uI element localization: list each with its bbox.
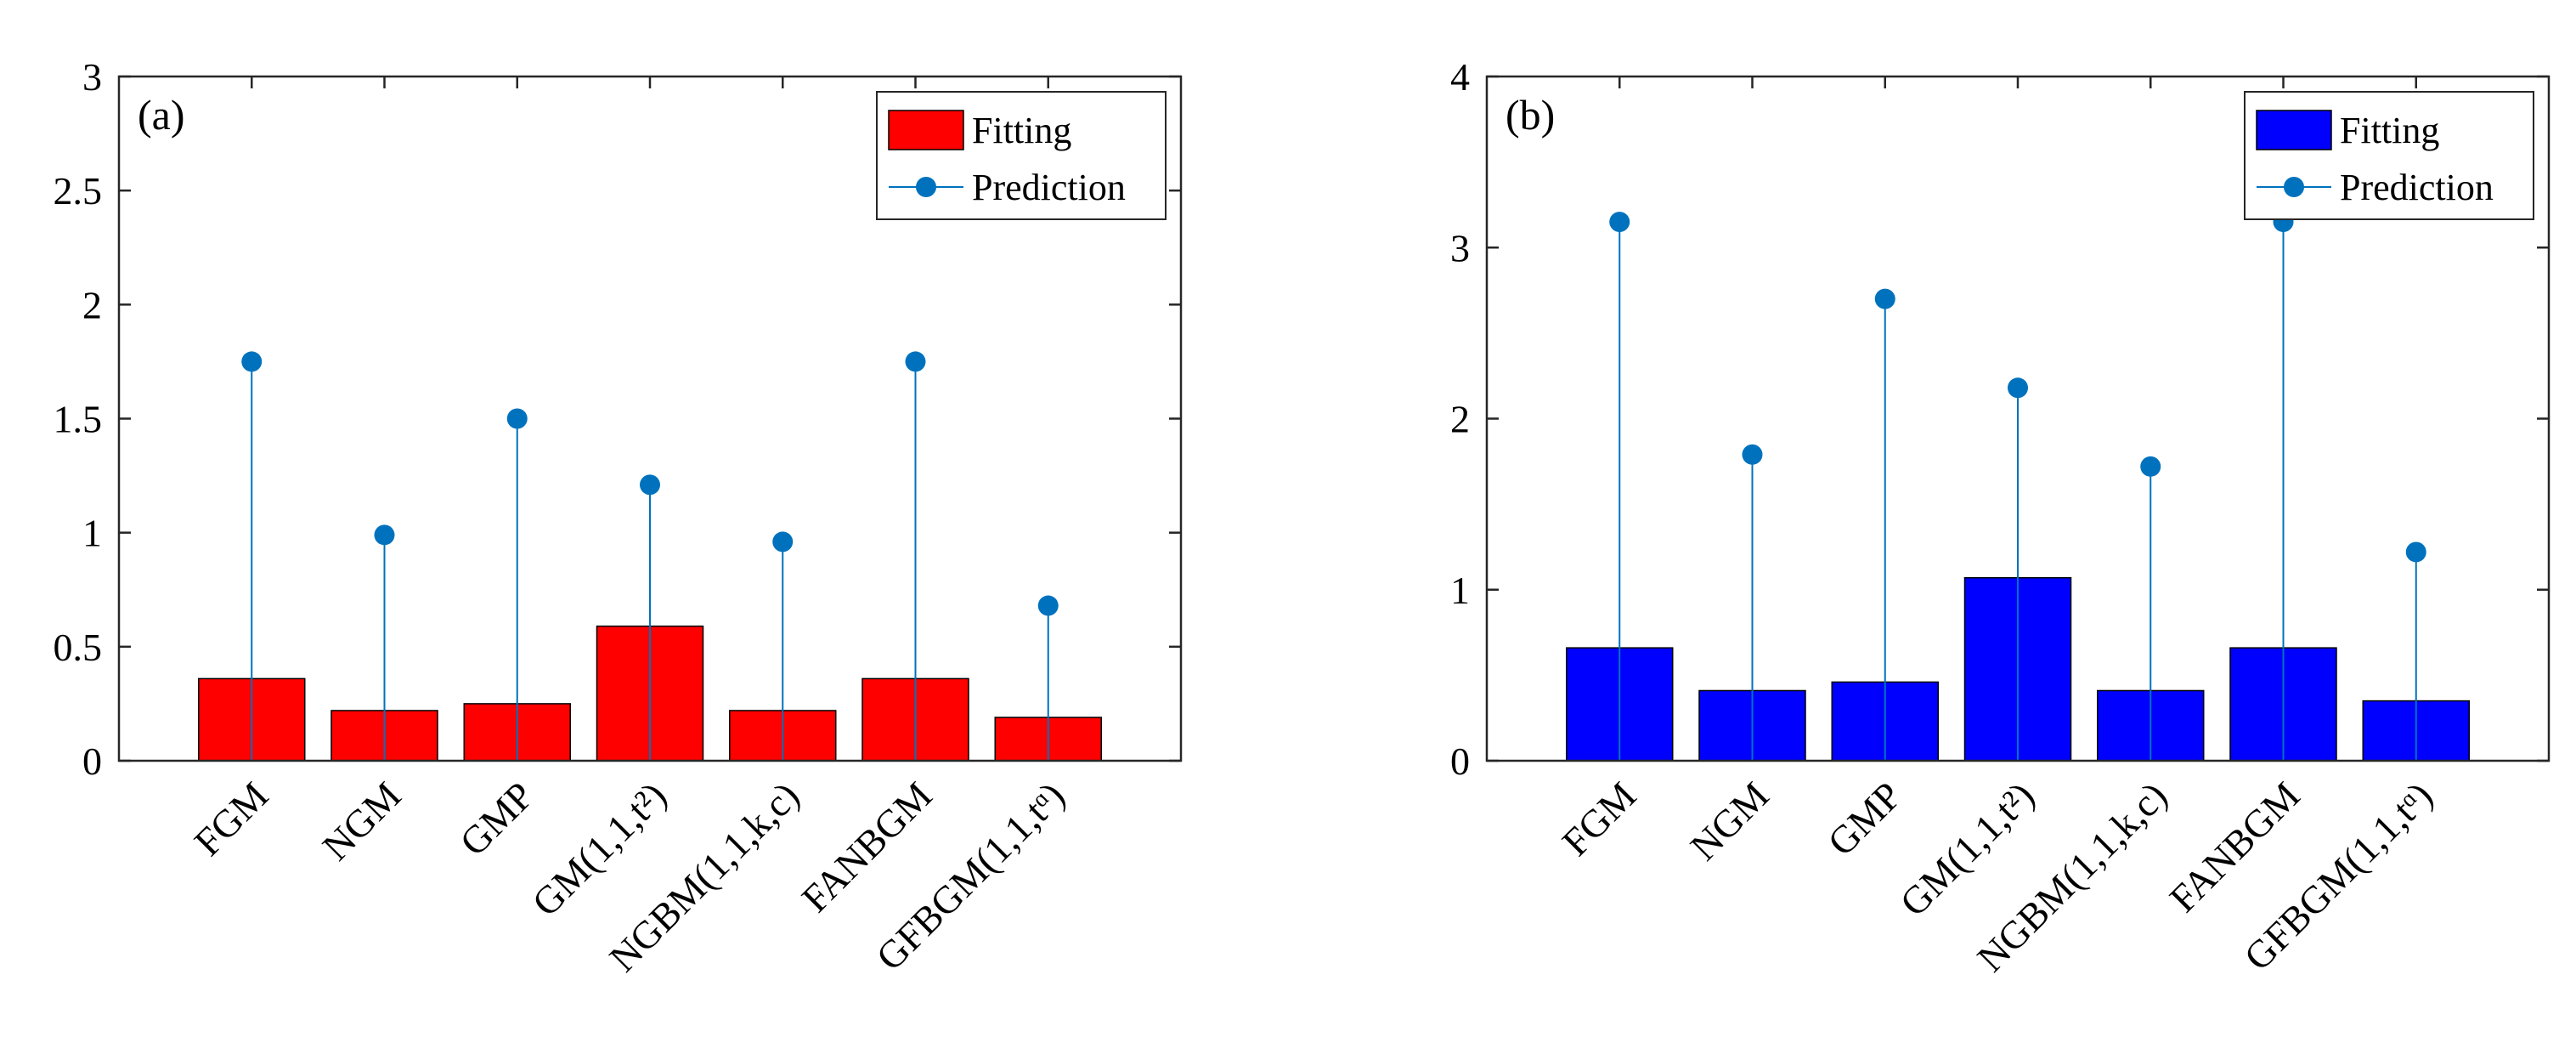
y-tick-label-b: 0 <box>1450 740 1470 783</box>
y-tick-label-b: 2 <box>1450 398 1470 441</box>
y-tick-label-b: 4 <box>1450 55 1470 99</box>
panel-label-b: (b) <box>1505 91 1555 139</box>
prediction-point-a-7 <box>1037 595 1059 616</box>
prediction-point-b-2 <box>1742 444 1763 465</box>
prediction-point-a-1 <box>241 351 263 372</box>
prediction-point-b-4 <box>2008 377 2028 399</box>
legend-swatch-prediction-marker-a <box>916 177 936 197</box>
y-tick-label-a: 1.5 <box>54 398 103 441</box>
prediction-point-a-2 <box>374 524 395 546</box>
axes-frame-a <box>117 75 1183 762</box>
y-tick-label-a: 2 <box>82 283 102 326</box>
legend-label-prediction-b: Prediction <box>2340 167 2494 208</box>
y-tick-label-b: 3 <box>1450 226 1470 269</box>
prediction-point-b-3 <box>1874 288 1895 309</box>
prediction-point-a-6 <box>905 351 926 372</box>
legend-a: Fitting Prediction <box>876 91 1167 220</box>
y-tick-label-a: 0.5 <box>54 626 103 669</box>
prediction-point-b-7 <box>2405 541 2426 563</box>
axes-frame-b <box>1485 75 2551 762</box>
prediction-point-b-5 <box>2140 456 2161 477</box>
legend-swatch-fitting-b <box>2256 110 2332 150</box>
legend-label-prediction-a: Prediction <box>972 167 1126 208</box>
y-tick-label-a: 0 <box>82 740 102 783</box>
y-tick-label-a: 1 <box>82 512 102 555</box>
legend-swatch-fitting-a <box>888 110 964 150</box>
legend-label-fitting-b: Fitting <box>2340 110 2439 151</box>
legend-b: Fitting Prediction <box>2244 91 2534 220</box>
prediction-point-a-4 <box>640 474 660 496</box>
y-tick-label-a: 2.5 <box>54 169 103 212</box>
legend-label-fitting-a: Fitting <box>972 110 1071 151</box>
prediction-point-a-3 <box>506 408 528 429</box>
legend-swatch-prediction-marker-b <box>2284 177 2304 197</box>
prediction-point-b-1 <box>1609 212 1630 233</box>
y-tick-label-b: 1 <box>1450 569 1470 612</box>
prediction-point-a-5 <box>772 531 794 552</box>
y-tick-label-a: 3 <box>82 55 102 99</box>
panel-label-a: (a) <box>138 91 185 139</box>
